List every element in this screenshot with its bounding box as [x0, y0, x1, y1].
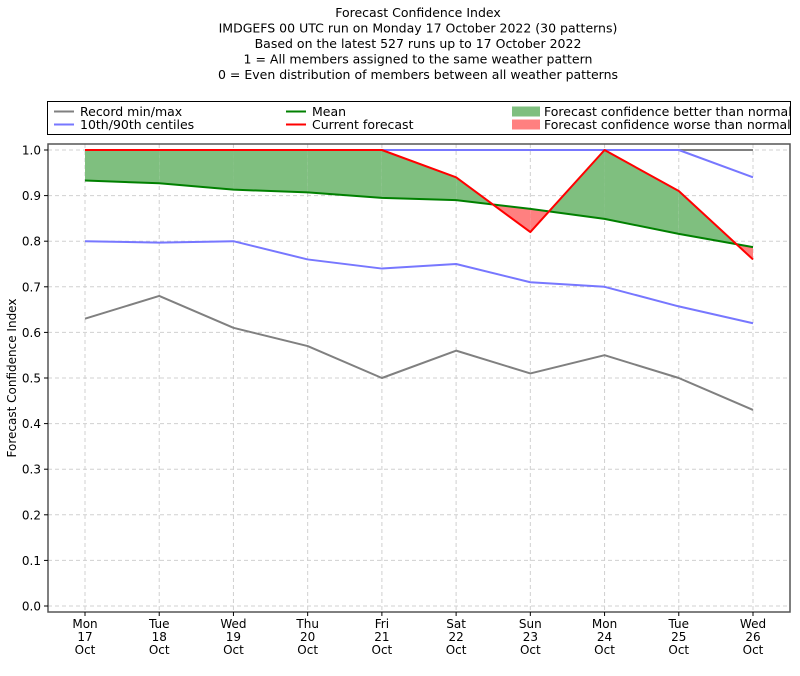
chart-subtitle-line: 1 = All members assigned to the same wea…	[244, 52, 593, 67]
x-tick-label-day: Thu	[295, 617, 319, 631]
series-line-mean	[84, 179, 754, 249]
x-tick-label-date: 18	[152, 630, 167, 644]
y-tick-label: 1.0	[22, 144, 41, 158]
fill-better-than-normal	[381, 150, 457, 201]
x-tick-label-month: Oct	[668, 643, 689, 657]
x-tick-label-month: Oct	[372, 643, 393, 657]
y-tick-label: 0.3	[22, 463, 41, 477]
x-tick-label-month: Oct	[75, 643, 96, 657]
x-tick-label-day: Sat	[446, 617, 466, 631]
x-tick-label-day: Fri	[375, 617, 389, 631]
legend-entry-label: Mean	[312, 104, 346, 119]
fill-better-than-normal	[85, 150, 160, 184]
series-line-current-forecast	[85, 149, 754, 261]
x-tick-label-date: 23	[523, 630, 538, 644]
x-tick-label-day: Wed	[740, 617, 766, 631]
chart-subtitle-line: Based on the latest 527 runs up to 17 Oc…	[255, 36, 582, 51]
fill-better-than-normal	[549, 150, 605, 219]
x-tick-label-day: Mon	[72, 617, 97, 631]
y-axis-label: Forecast Confidence Index	[5, 299, 19, 458]
legend-frame	[47, 101, 791, 135]
y-tick-label: 0.8	[22, 235, 41, 249]
x-tick-label-month: Oct	[594, 643, 615, 657]
y-tick-label: 0.9	[22, 189, 41, 203]
legend-swatch-patch	[512, 106, 540, 117]
y-tick-label: 0.4	[22, 417, 41, 431]
x-tick-label-month: Oct	[446, 643, 467, 657]
y-tick-label: 0.5	[22, 372, 41, 386]
y-tick-label: 0.0	[22, 600, 41, 614]
series-lines	[84, 149, 754, 411]
fill-better-than-normal	[233, 150, 308, 193]
x-tick-label-month: Oct	[223, 643, 244, 657]
chart-subtitle-line: IMDGEFS 00 UTC run on Monday 17 October …	[219, 21, 618, 36]
x-tick-label-day: Tue	[148, 617, 170, 631]
x-tick-label-date: 20	[300, 630, 315, 644]
legend-swatch-patch	[512, 119, 540, 130]
x-tick-label-date: 26	[745, 630, 760, 644]
x-tick-label-month: Oct	[743, 643, 764, 657]
chart-subtitle-line: 0 = Even distribution of members between…	[218, 67, 618, 82]
legend-entry-label: 10th/90th centiles	[80, 117, 194, 132]
x-tick-label-date: 24	[597, 630, 612, 644]
x-tick-label-day: Wed	[220, 617, 246, 631]
fill-better-than-normal	[307, 150, 382, 198]
x-tick-label-month: Oct	[297, 643, 318, 657]
y-tick-label: 0.2	[22, 508, 41, 522]
chart-title-main: Forecast Confidence Index	[335, 5, 501, 20]
x-tick-label-day: Tue	[668, 617, 690, 631]
x-tick-label-date: 17	[77, 630, 92, 644]
legend-entry-label: Record min/max	[80, 104, 182, 119]
fill-better-than-normal	[159, 150, 234, 190]
x-tick-label-month: Oct	[520, 643, 541, 657]
legend-entry-label: Forecast confidence worse than normal	[544, 117, 791, 132]
series-line-10th-centile	[84, 240, 754, 325]
y-tick-label: 0.6	[22, 326, 41, 340]
y-tick-label: 0.1	[22, 554, 41, 568]
x-tick-label-date: 21	[374, 630, 389, 644]
x-tick-label-day: Mon	[592, 617, 617, 631]
legend-entry-label: Current forecast	[312, 117, 414, 132]
y-tick-label: 0.7	[22, 280, 41, 294]
x-tick-label-day: Sun	[519, 617, 542, 631]
axes: 0.00.10.20.30.40.50.60.70.80.91.0Mon17Oc…	[5, 143, 791, 657]
series-line-record-min	[84, 294, 754, 411]
x-tick-label-month: Oct	[149, 643, 170, 657]
x-tick-label-date: 22	[448, 630, 463, 644]
fill-better-than-normal	[604, 150, 679, 234]
legend-entry-label: Forecast confidence better than normal	[544, 104, 792, 119]
x-tick-label-date: 19	[226, 630, 241, 644]
x-tick-label-date: 25	[671, 630, 686, 644]
